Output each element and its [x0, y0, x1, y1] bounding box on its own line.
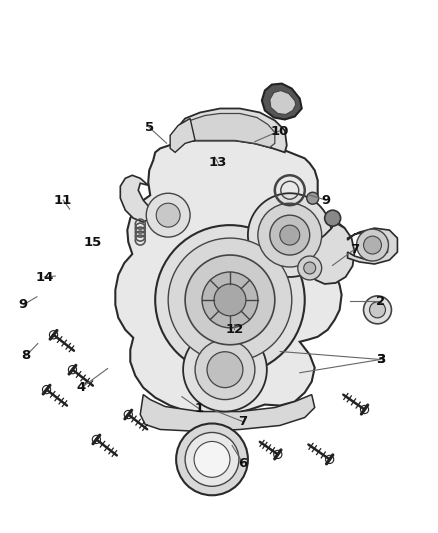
- Polygon shape: [270, 91, 296, 115]
- Circle shape: [370, 302, 385, 318]
- Circle shape: [155, 225, 305, 375]
- Text: 5: 5: [145, 121, 154, 134]
- Polygon shape: [175, 109, 287, 152]
- Polygon shape: [308, 222, 355, 284]
- Text: 14: 14: [35, 271, 53, 284]
- Circle shape: [248, 193, 332, 277]
- Text: 2: 2: [376, 295, 385, 308]
- Circle shape: [195, 340, 255, 400]
- Polygon shape: [115, 140, 352, 416]
- Text: 9: 9: [321, 193, 331, 207]
- Text: 12: 12: [225, 322, 244, 336]
- Circle shape: [185, 255, 275, 345]
- Circle shape: [156, 203, 180, 227]
- Polygon shape: [348, 228, 397, 264]
- Circle shape: [304, 262, 316, 274]
- Circle shape: [176, 424, 248, 495]
- Polygon shape: [262, 84, 302, 119]
- Text: 4: 4: [77, 381, 86, 394]
- Circle shape: [270, 215, 310, 255]
- Circle shape: [364, 236, 381, 254]
- Polygon shape: [140, 394, 314, 432]
- Text: 13: 13: [209, 156, 227, 169]
- Circle shape: [146, 193, 190, 237]
- Polygon shape: [120, 175, 150, 222]
- Circle shape: [183, 328, 267, 411]
- Circle shape: [325, 210, 341, 226]
- Circle shape: [214, 284, 246, 316]
- Circle shape: [364, 296, 392, 324]
- Circle shape: [185, 432, 239, 486]
- Circle shape: [258, 203, 321, 267]
- Circle shape: [298, 256, 321, 280]
- Text: 3: 3: [376, 353, 385, 366]
- Circle shape: [280, 225, 300, 245]
- Text: 8: 8: [21, 349, 31, 362]
- Text: 15: 15: [83, 236, 102, 249]
- Polygon shape: [170, 118, 195, 152]
- Text: 9: 9: [19, 298, 28, 311]
- Text: 11: 11: [54, 193, 72, 207]
- Circle shape: [357, 229, 389, 261]
- Text: 6: 6: [238, 457, 247, 470]
- Text: 7: 7: [238, 415, 247, 428]
- Text: 1: 1: [195, 402, 204, 415]
- Text: 3: 3: [376, 353, 385, 366]
- Polygon shape: [183, 114, 275, 148]
- Circle shape: [168, 238, 292, 362]
- Circle shape: [207, 352, 243, 387]
- Circle shape: [194, 441, 230, 478]
- Circle shape: [307, 192, 319, 204]
- Text: 10: 10: [270, 125, 289, 138]
- Text: 7: 7: [350, 243, 359, 256]
- Circle shape: [202, 272, 258, 328]
